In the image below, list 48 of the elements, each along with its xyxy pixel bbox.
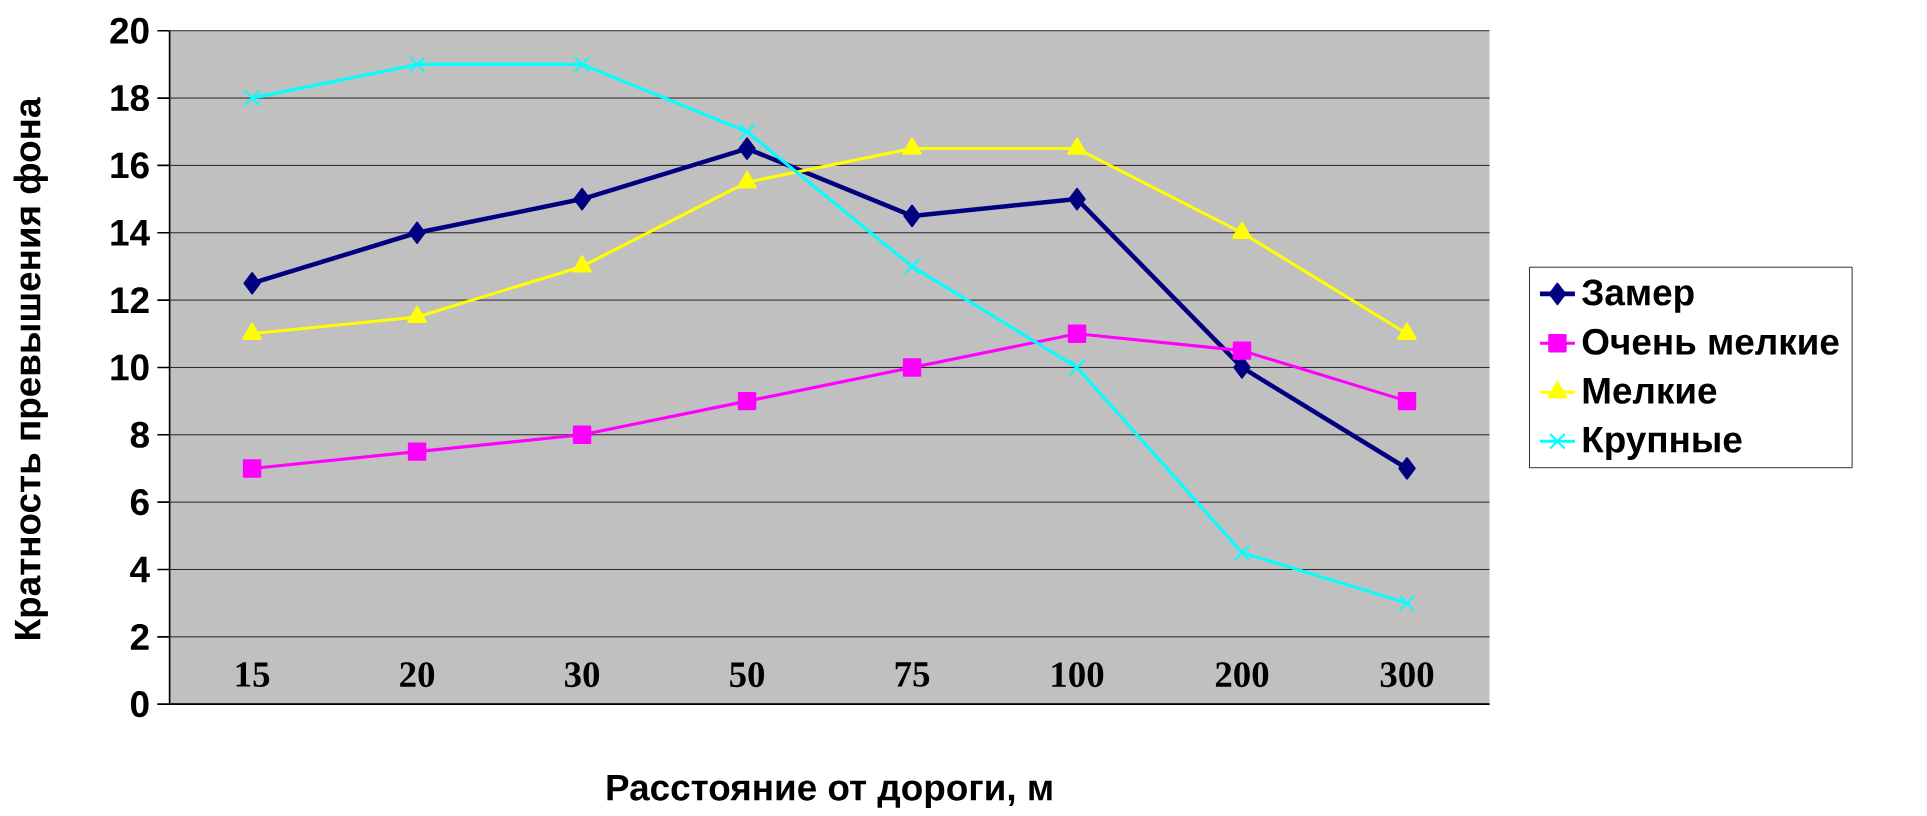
point	[1233, 544, 1251, 561]
legend-label: Замер	[1582, 279, 1694, 313]
point	[572, 425, 592, 445]
point	[408, 56, 426, 73]
point	[242, 459, 262, 478]
point	[243, 271, 261, 295]
y-tick-label: 18	[111, 84, 149, 112]
x-axis-title: Расстояние от дороги, м	[607, 774, 1052, 808]
point	[902, 358, 922, 377]
point	[1068, 359, 1086, 376]
point	[1398, 594, 1416, 612]
point	[407, 442, 427, 461]
y-tick-label: 20	[110, 17, 149, 44]
point	[1397, 391, 1417, 411]
y-tick-label: 12	[111, 287, 149, 313]
y-tick-label: 2	[130, 623, 149, 650]
point	[1067, 324, 1087, 343]
point	[573, 187, 591, 211]
y-tick-label: 8	[130, 421, 149, 448]
y-tick-label: 10	[111, 354, 149, 381]
point	[738, 123, 756, 141]
x-tick-label: 20	[400, 662, 435, 688]
point	[1232, 341, 1252, 360]
y-tick-label: 4	[130, 556, 150, 583]
y-axis-title: Кратность превышения фона	[13, 97, 48, 639]
y-tick-label: 16	[111, 152, 149, 179]
point	[408, 221, 426, 245]
x-tick-label: 30	[565, 662, 600, 688]
y-tick-label: 6	[130, 489, 149, 516]
point	[1068, 187, 1086, 211]
y-tick-label: 0	[131, 691, 149, 718]
x-tick-label: 15	[236, 662, 270, 687]
legend-label: Мелкие	[1583, 378, 1717, 404]
x-tick-label: 75	[895, 662, 930, 687]
legend-label: Крупные	[1583, 426, 1742, 460]
x-tick-label: 50	[730, 662, 765, 688]
x-tick-label: 100	[1052, 662, 1104, 688]
point	[1398, 457, 1416, 480]
x-tick-label: 200	[1215, 662, 1269, 688]
point	[737, 391, 757, 411]
point	[738, 137, 756, 160]
point	[573, 56, 591, 73]
legend-label: Очень мелкие	[1582, 328, 1839, 355]
point	[243, 89, 261, 107]
y-tick-label: 14	[111, 220, 150, 246]
point	[903, 204, 921, 228]
point	[903, 258, 921, 275]
x-tick-label: 300	[1380, 662, 1434, 688]
